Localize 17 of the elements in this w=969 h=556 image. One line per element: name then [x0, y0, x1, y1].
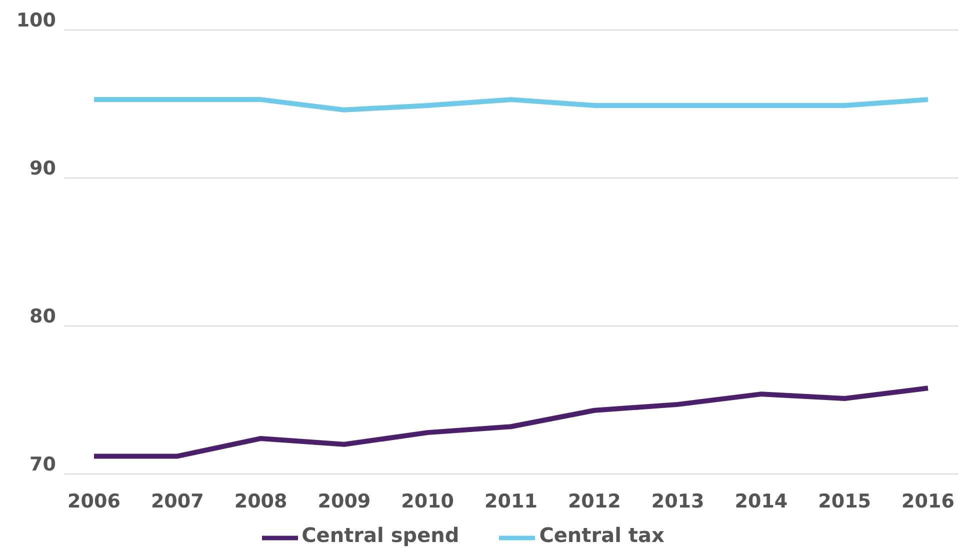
y-tick-label: 90	[30, 158, 56, 180]
y-tick-label: 80	[30, 306, 56, 328]
x-tick-label: 2016	[902, 490, 954, 512]
x-tick-label: 2011	[484, 490, 538, 512]
x-tick-label: 2007	[150, 490, 204, 512]
legend-label: Central tax	[539, 523, 664, 548]
x-tick-label: 2008	[234, 490, 288, 512]
x-tick-label: 2013	[651, 490, 704, 512]
x-tick-label: 2015	[818, 490, 872, 512]
x-tick-label: 2006	[68, 490, 120, 512]
x-tick-label: 2009	[318, 490, 371, 512]
legend-label: Central spend	[302, 523, 460, 548]
y-tick-label: 100	[16, 10, 56, 32]
y-tick-label: 70	[30, 454, 56, 476]
x-tick-label: 2010	[401, 490, 454, 512]
x-tick-label: 2014	[734, 490, 788, 512]
x-tick-label: 2012	[568, 490, 621, 512]
